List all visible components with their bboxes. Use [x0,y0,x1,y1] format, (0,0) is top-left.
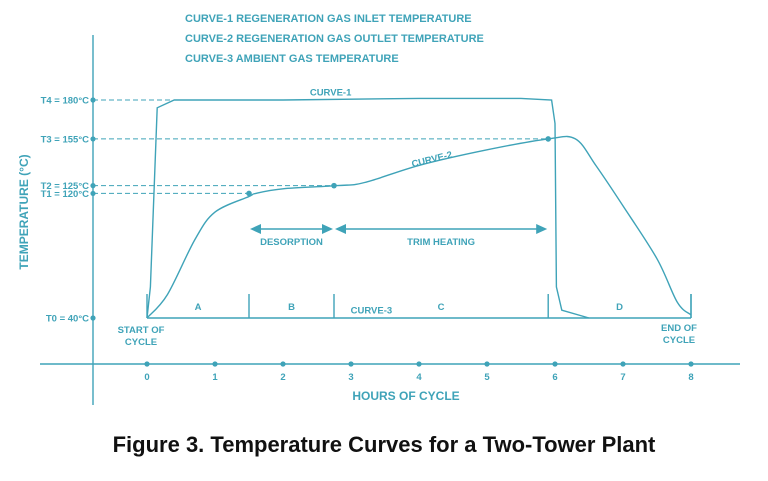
y-tick-dot-40 [90,315,96,321]
legend-curve-1: CURVE-1 REGENERATION GAS INLET TEMPERATU… [185,13,472,25]
axis-ticks: T0 = 40°C T1 = 120°CT2 = 125°C T3 = 155°C T… [41,96,694,384]
end-label-line-1: CYCLE [663,335,695,346]
end-label-line-0: END OF [661,323,697,334]
phase-label-B: B [288,302,295,313]
desorption-arrow-head-left [250,224,261,234]
series-curve-2 [146,135,692,319]
x-tick-dot-1 [212,361,218,367]
x-tick-label-3: 3 [348,372,353,383]
annotation-curve-3: CURVE-3 [351,305,393,316]
temperature-chart: CURVE-1 REGENERATION GAS INLET TEMPERATU… [17,13,740,405]
reference-lines [93,99,549,194]
y-tick-label-180: T4 = 180°C [41,96,90,107]
figure-caption: Figure 3. Temperature Curves for a Two-T… [112,432,656,457]
y-tick-dot-125 [90,183,96,189]
phase-dividers: A B C D [146,294,692,318]
phase-label-A: A [195,302,202,313]
y-tick-dot-120 [90,190,96,197]
x-tick-label-7: 7 [620,372,625,383]
x-tick-label-0: 0 [144,372,149,383]
x-tick-label-4: 4 [416,372,422,383]
x-tick-dot-4 [416,361,422,367]
curve-2-marker-2 [545,136,551,142]
y-tick-label-125: T2 = 125°C [41,181,90,192]
y-axis-title: TEMPERATURE (°C) [17,154,31,269]
start-label-line-1: CYCLE [125,337,157,348]
trim-heating-arrow-head-right [536,224,548,234]
x-tick-dot-8 [688,361,694,367]
x-tick-dot-6 [552,361,558,367]
trim-heating-arrow-head-left [335,224,346,234]
y-tick-label-155: T3 = 155°C [41,134,90,145]
phase-label-C: C [438,302,445,313]
x-tick-label-5: 5 [484,372,490,383]
curve-2-marker-0 [246,190,252,197]
phase-arrows [250,224,548,234]
annotation-curve-1: CURVE-1 [310,87,352,98]
x-tick-dot-0 [144,361,150,367]
y-tick-label-40: T0 = 40°C [46,314,89,325]
y-tick-label-120: T1 = 120°C [41,189,90,200]
x-tick-label-8: 8 [688,372,693,383]
start-label-line-0: START OF [118,325,165,336]
series-curve-1 [146,97,590,319]
annotation-desorption: DESORPTION [260,237,323,248]
desorption-arrow-head-right [322,224,333,234]
x-tick-label-1: 1 [212,372,218,383]
series-lines [146,97,692,319]
x-tick-dot-2 [280,361,286,367]
annotation-trim-heating: TRIM HEATING [407,237,475,248]
legend-curve-3: CURVE-3 AMBIENT GAS TEMPERATURE [185,53,399,65]
y-tick-dot-180 [90,97,96,103]
x-tick-dot-3 [348,361,354,367]
annotations: CURVE-1 CURVE-2 CURVE-3 DESORPTION TRIM HEAT… [118,87,698,348]
x-axis-title: HOURS OF CYCLE [352,389,459,403]
x-tick-label-6: 6 [552,372,557,383]
x-tick-dot-7 [620,361,626,367]
phase-label-D: D [616,302,623,313]
curve-2-marker-1 [331,182,337,189]
y-tick-dot-155 [90,136,96,142]
annotation-curve-2: CURVE-2 [411,149,454,170]
legend-curve-2: CURVE-2 REGENERATION GAS OUTLET TEMPERAT… [185,33,484,45]
x-tick-dot-5 [484,361,490,367]
x-tick-label-2: 2 [280,372,285,383]
